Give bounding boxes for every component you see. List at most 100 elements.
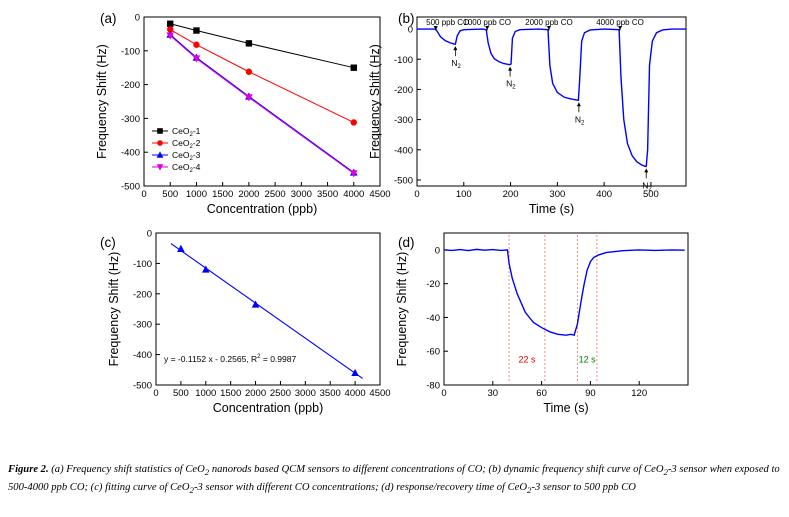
n2-subscript: 2 [648, 186, 652, 192]
legend-marker [156, 151, 164, 158]
y-tick-label: 0 [147, 229, 152, 240]
y-tick-label: -100 [394, 55, 413, 66]
panel-c-chart: 0 500 1000 1500 2000 2500 3000 3500 4000 4500 0 -10… [100, 229, 391, 416]
y-tick-label: -300 [133, 320, 152, 331]
y-axis-label: Frequency Shift (Hz) [95, 44, 109, 159]
y-tick-label: -100 [121, 46, 140, 57]
x-tick-label: 500 [643, 189, 659, 200]
x-tick-label: 400 [596, 189, 612, 200]
caption-part-2: nanorods based QCM sensors to different … [209, 464, 664, 475]
data-point [166, 32, 175, 40]
data-point [167, 26, 174, 33]
x-tick-label: 2500 [265, 189, 286, 200]
time-label: 22 s [518, 355, 536, 365]
x-tick-label: 0 [153, 388, 158, 399]
x-tick-label: 500 [173, 388, 189, 399]
response-curve [417, 28, 686, 168]
x-tick-label: 60 [536, 388, 547, 399]
y-tick-label: 0 [408, 25, 413, 36]
y-tick-label: -300 [394, 115, 413, 126]
co-annotation: 500 ppb CO [426, 18, 469, 27]
n2-label: N2 [575, 114, 585, 126]
panel-label: (b) [398, 11, 415, 26]
co-arrow-head [485, 25, 490, 30]
x-tick-label: 200 [503, 189, 519, 200]
n2-text: N [506, 79, 512, 89]
data-point [167, 20, 174, 27]
co-arrow-head [546, 25, 551, 30]
x-tick-label: 4500 [369, 189, 390, 200]
y-tick-label: -500 [133, 381, 152, 392]
y-tick-label: 0 [435, 245, 440, 256]
equation-superscript: 2 [257, 354, 261, 360]
caption-part-5: -3 sensor to 500 ppb CO [531, 482, 636, 494]
panel-b-chart: 0 100 200 300 400 500 0 -100 -200 -300 -400 -500 Tim… [368, 11, 687, 216]
y-tick-label: -40 [426, 313, 440, 324]
legend-entry: CeO2-4 [172, 162, 201, 174]
n2-text: N [451, 58, 457, 68]
y-tick-label: -200 [394, 85, 413, 96]
legend-entry: CeO2-1 [172, 126, 201, 138]
series-line [169, 34, 355, 173]
legend-text-tail: -2 [193, 138, 201, 148]
plot-frame [443, 232, 689, 386]
plot-frame [416, 16, 687, 187]
time-label: 12 s [579, 355, 597, 365]
x-tick-label: 1000 [186, 189, 207, 200]
caption-sub-2: 2 [663, 467, 668, 478]
y-tick-label: 0 [135, 13, 140, 24]
y-axis-label: Frequency Shift (Hz) [368, 44, 382, 159]
x-tick-label: 0 [414, 189, 419, 200]
panel-d-chart: 0 30 60 90 120 0 -20 -40 -60 -80 Time (s) Frequency… [395, 232, 689, 415]
y-tick-label: -400 [133, 350, 152, 361]
legend-marker [157, 128, 163, 134]
plot-frame [143, 16, 381, 187]
caption-part-3: -3 sensor when exposed to 500-4000 ppb C… [8, 464, 780, 494]
co-annotation: 2000 ppb CO [525, 18, 573, 27]
caption-sub-3: 2 [189, 485, 194, 496]
fit-line [170, 243, 363, 379]
x-tick-label: 2000 [238, 189, 259, 200]
x-axis-label: Concentration (ppb) [213, 401, 323, 415]
caption-part-4: -3 sensor with different CO concentratio… [193, 482, 528, 494]
caption-prefix: Figure 2. [8, 464, 49, 475]
x-tick-label: 120 [631, 388, 647, 399]
figure: 0 500 1000 1500 2000 2500 3000 3500 4000 45000-10… [95, 11, 689, 416]
data-point [201, 265, 210, 273]
y-tick-label: -100 [133, 259, 152, 270]
x-tick-label: 300 [549, 189, 565, 200]
caption-part-1: (a) Frequency shift statistics of CeO [48, 464, 205, 475]
series-line [169, 35, 355, 174]
legend-text: CeO [172, 162, 190, 172]
x-tick-label: 0 [441, 388, 446, 399]
data-point [245, 40, 253, 47]
x-axis-label: Time (s) [529, 202, 574, 216]
y-axis-label: Frequency Shift (Hz) [107, 252, 121, 367]
x-axis-label: Concentration (ppb) [207, 202, 317, 216]
x-tick-label: 2500 [270, 388, 291, 399]
x-tick-label: 4500 [369, 388, 390, 399]
legend-entry: CeO2-3 [172, 150, 201, 162]
series-line [170, 23, 354, 69]
x-tick-label: 1500 [220, 388, 241, 399]
equation-text: y = -0.1152 x - 0.2565, R [164, 354, 257, 364]
legend-entry: CeO2-2 [172, 138, 201, 150]
x-tick-label: 4000 [345, 388, 366, 399]
fit-equation: y = -0.1152 x - 0.2565, R2 = 0.9987 [164, 354, 296, 364]
legend-text-tail: -3 [193, 150, 201, 160]
x-tick-label: 1500 [212, 189, 233, 200]
x-tick-label: 3500 [320, 388, 341, 399]
n2-label: N2 [451, 58, 461, 70]
panel-a-chart: 0 500 1000 1500 2000 2500 3000 3500 4000 4500 0 -10… [95, 11, 391, 216]
y-tick-label: -80 [426, 381, 440, 392]
panel-label: (a) [100, 11, 117, 26]
x-tick-label: 500 [162, 189, 178, 200]
y-tick-label: -500 [394, 175, 413, 186]
x-tick-label: 4000 [343, 189, 364, 200]
data-point [251, 300, 260, 308]
panel-label: (c) [100, 235, 116, 250]
x-tick-label: 3500 [317, 189, 338, 200]
y-tick-label: -400 [394, 145, 413, 156]
x-tick-label: 3000 [295, 388, 316, 399]
panel-label: (d) [398, 235, 415, 250]
